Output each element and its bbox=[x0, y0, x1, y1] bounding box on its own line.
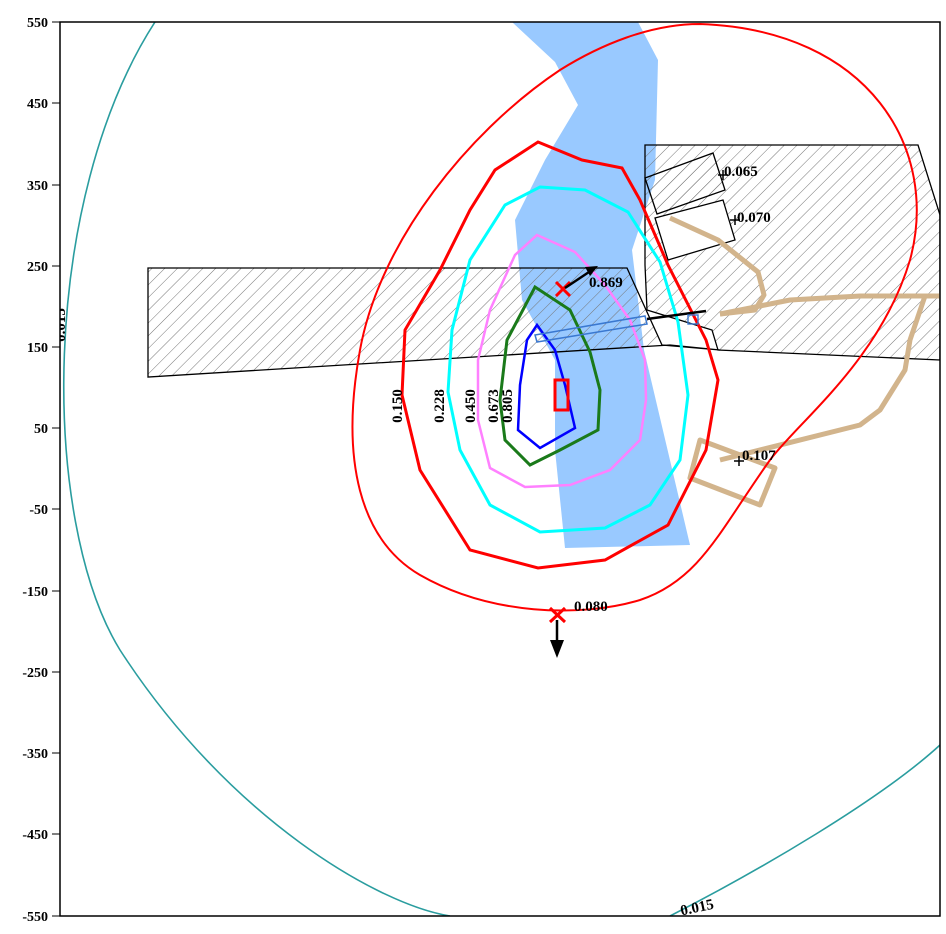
contour-0.673 bbox=[498, 284, 602, 467]
contour-label-450: 0.450 bbox=[463, 389, 479, 423]
receptor-x-869 bbox=[554, 280, 572, 298]
contour-label-015-bottom: 0.015 bbox=[679, 897, 715, 920]
y-tick-label: 550 bbox=[27, 16, 48, 31]
receptor-x-080 bbox=[548, 606, 567, 624]
y-tick-label: -250 bbox=[22, 666, 48, 681]
building-left-hatched bbox=[147, 267, 721, 378]
tan-road-paths bbox=[668, 215, 940, 508]
arrowhead-080 bbox=[550, 640, 564, 658]
contour-label-228: 0.228 bbox=[432, 389, 448, 423]
contour-0.080 bbox=[351, 22, 918, 612]
contour-0.228 bbox=[446, 185, 690, 534]
plot-frame bbox=[59, 21, 941, 917]
y-axis: 550 450 350 250 150 50 -50 -150 -250 -35… bbox=[22, 16, 60, 925]
y-tick-label: -150 bbox=[22, 585, 48, 600]
contour-label-805: 0.805 bbox=[500, 389, 516, 423]
contour-0.805 bbox=[516, 322, 577, 450]
contour-0.450 bbox=[476, 233, 648, 489]
y-tick-label: 150 bbox=[27, 341, 48, 356]
arrow-869 bbox=[564, 268, 593, 290]
blue-strip-end bbox=[687, 314, 699, 325]
y-tick-label: -450 bbox=[22, 828, 48, 843]
building-small-1 bbox=[644, 152, 726, 215]
contour-0.150 bbox=[400, 140, 720, 570]
y-tick-label: -350 bbox=[22, 747, 48, 762]
y-tick-label: -550 bbox=[22, 910, 48, 925]
contour-label-150: 0.150 bbox=[390, 389, 406, 423]
contour-label-015-left: 0.015 bbox=[53, 308, 69, 342]
contour-label-673: 0.673 bbox=[486, 389, 502, 423]
receptor-plus-markers bbox=[718, 170, 744, 466]
receptor-label-080: 0.080 bbox=[574, 599, 608, 615]
receptor-label-869: 0.869 bbox=[589, 275, 623, 291]
y-tick-label: 450 bbox=[27, 97, 48, 112]
source-rectangle bbox=[553, 378, 570, 412]
y-tick-label: 350 bbox=[27, 179, 48, 194]
blue-strip bbox=[534, 315, 648, 343]
receptor-label-107: 0.107 bbox=[742, 448, 776, 464]
receptor-label-065: 0.065 bbox=[724, 164, 758, 180]
arrowhead-869 bbox=[585, 266, 598, 276]
y-tick-label: 250 bbox=[27, 260, 48, 275]
y-tick-label: -50 bbox=[29, 503, 48, 518]
black-strip-line bbox=[646, 309, 707, 321]
contour-0.015 bbox=[63, 22, 940, 916]
y-tick-label: 50 bbox=[34, 422, 48, 437]
receptor-label-070: 0.070 bbox=[737, 210, 771, 226]
